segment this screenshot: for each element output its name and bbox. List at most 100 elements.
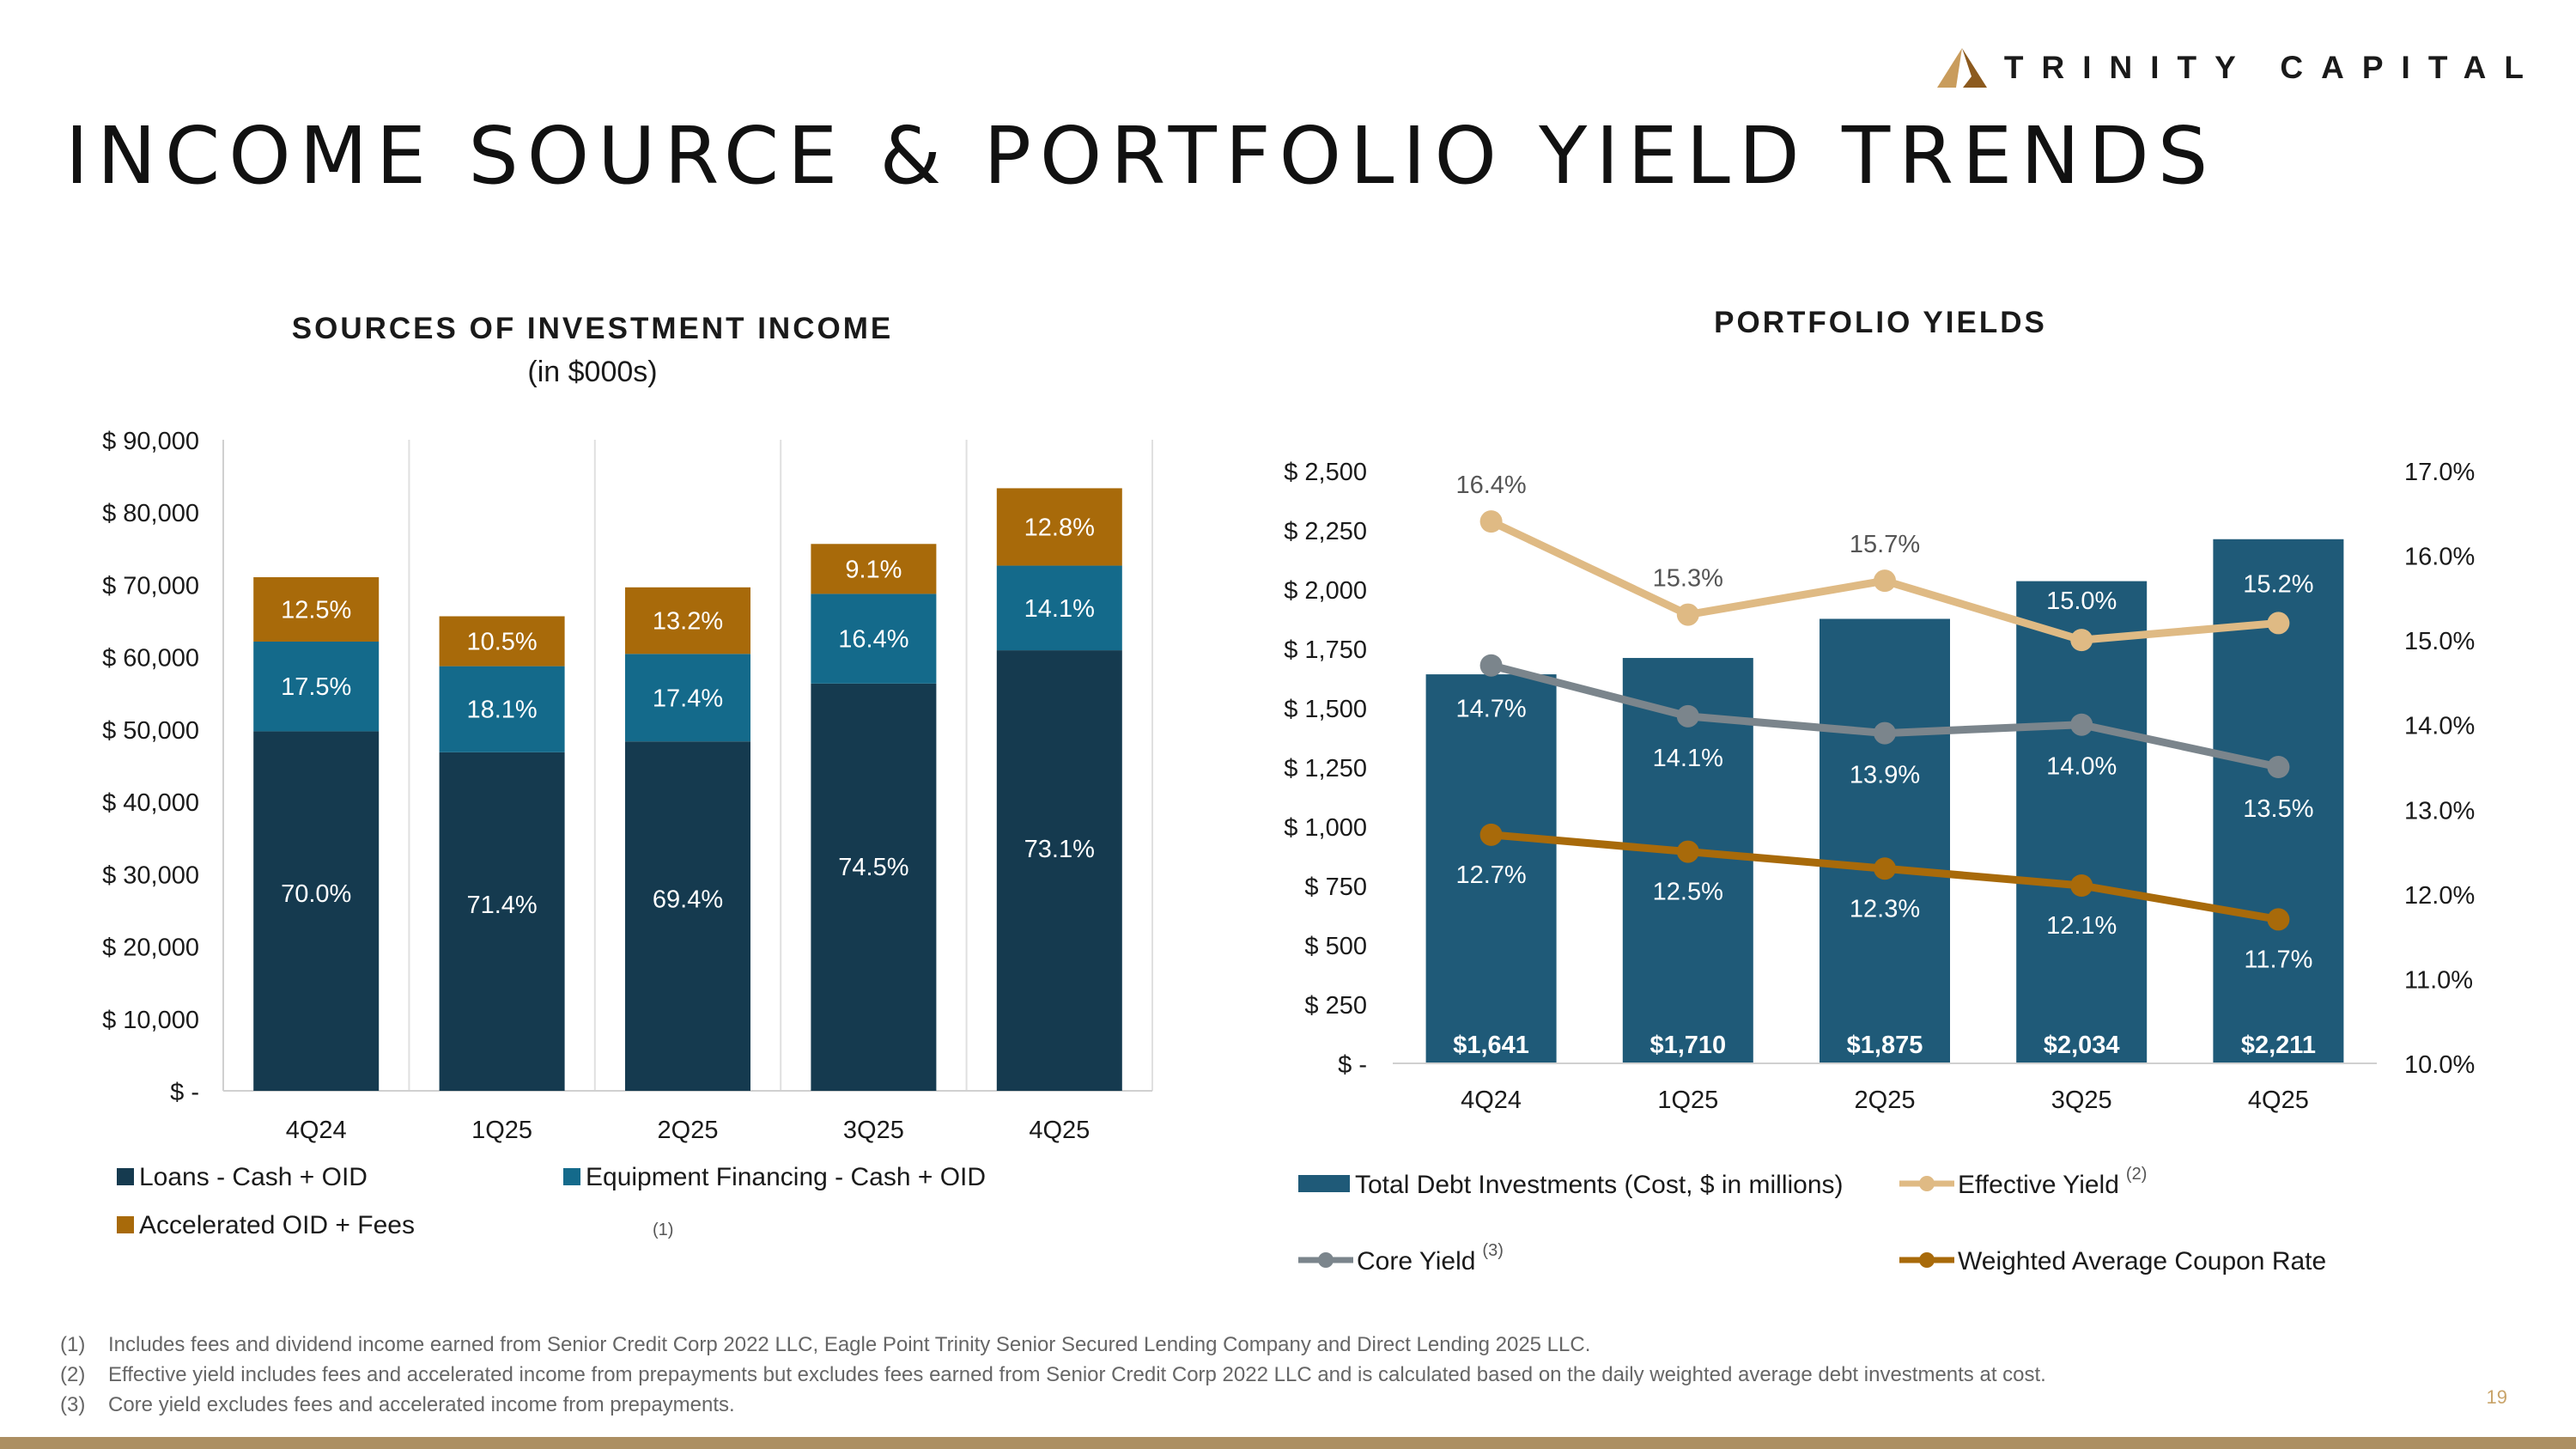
chart2-legend-swatch [1298,1175,1350,1192]
chart1-data-label: 17.4% [653,685,723,712]
chart2-effective-label: 15.2% [2243,570,2313,598]
chart1-bar-segment [811,594,937,684]
chart2-bar [1820,618,1950,1063]
chart2-legend-label: Core Yield [1357,1247,1475,1275]
chart2-coupon-point [2070,874,2093,897]
logo-triangle-icon [1936,48,1987,88]
chart2-y2-tick-label: 11.0% [2404,966,2473,994]
chart1-legend-label: Equipment Financing - Cash + OID [586,1163,986,1191]
chart1-legend-label: Accelerated OID + Fees [139,1211,415,1239]
chart2-core-point [1874,721,1896,745]
footnote-2: (2) Effective yield includes fees and ac… [60,1360,2046,1390]
chart2-y-tick-label: $ 750 [1304,874,1367,901]
chart2-coupon-point [1676,840,1699,863]
chart1-y-tick-label: $ 80,000 [102,500,199,527]
chart1-bar-segment [625,741,750,1091]
chart2-x-tick-label: 1Q25 [1657,1087,1718,1114]
chart2-core-point [1676,704,1699,728]
chart2-effective-point [1676,603,1699,626]
chart2-y2-tick-label: 12.0% [2404,882,2475,910]
chart1-x-tick-label: 4Q25 [1029,1117,1090,1144]
chart1-bar-segment [253,641,380,732]
chart2-bar-label: $1,710 [1649,1032,1726,1059]
chart1-data-label: 73.1% [1024,836,1095,863]
company-logo: TRINITY CAPITAL [1936,48,2542,88]
chart2-coupon-label: 11.7% [2244,946,2312,973]
chart2-title: PORTFOLIO YIELDS [1714,306,2047,339]
chart1-bar-segment [253,577,380,642]
footnote-1: (1) Includes fees and dividend income ea… [60,1330,2046,1360]
chart2-legend-label: Effective Yield [1958,1171,2119,1199]
chart1-data-label: 10.5% [466,629,537,656]
chart1-data-label: 13.2% [653,608,723,636]
chart2-effective-point [1874,569,1896,593]
chart1-data-label: 74.5% [838,854,908,881]
chart2-legend-note: (3) [1482,1241,1503,1260]
chart2-legend-note: (2) [2126,1165,2147,1184]
chart2-y-tick-label: $ 2,250 [1284,518,1367,545]
chart1-bar-segment [811,544,937,594]
chart1-y-tick-label: $ - [170,1079,199,1106]
logo-text: TRINITY CAPITAL [2003,50,2542,85]
chart2-effective-label: 15.3% [1653,565,1723,593]
chart1-legend-swatch [117,1168,134,1185]
chart1-bar-segment [996,650,1122,1091]
chart2-legend-label: Weighted Average Coupon Rate [1958,1247,2326,1275]
chart2-bar [1425,674,1557,1063]
chart1-data-label: 9.1% [845,556,902,583]
chart1-y-tick-label: $ 30,000 [102,861,199,889]
chart1-bar-segment [996,565,1122,651]
chart2-coupon-point [1874,857,1896,880]
chart2-y-tick-label: $ 1,250 [1284,755,1367,782]
chart2-core-point [2070,713,2093,736]
chart2-core-point [2267,756,2290,778]
chart1-data-label: 69.4% [653,886,723,913]
chart1-title: SOURCES OF INVESTMENT INCOME [292,312,893,345]
chart2-y2-tick-label: 10.0% [2404,1051,2475,1079]
chart1-x-tick-label: 3Q25 [843,1117,904,1144]
chart2-y2-tick-label: 17.0% [2404,459,2475,486]
chart1-data-label: 14.1% [1024,595,1095,623]
chart1-data-label: 16.4% [838,626,908,654]
chart1-y-tick-label: $ 70,000 [102,572,199,600]
chart2-effective-label: 15.0% [2046,588,2117,615]
chart2-y-tick-label: $ - [1338,1051,1367,1079]
chart1-data-label: 17.5% [281,673,351,701]
chart2-y-tick-label: $ 1,750 [1284,636,1367,664]
chart1-legend-note: (1) [653,1221,673,1239]
chart1-x-tick-label: 2Q25 [658,1117,719,1144]
chart1-legend-swatch [563,1168,580,1185]
chart2-y-tick-label: $ 1,000 [1284,814,1367,842]
chart1-data-label: 18.1% [466,697,537,724]
chart2-legend-marker [1919,1252,1935,1268]
chart2-y2-tick-label: 16.0% [2404,544,2475,571]
chart1-y-tick-label: $ 90,000 [102,428,199,455]
chart1-bar-segment [625,587,750,654]
chart1-y-tick-label: $ 50,000 [102,717,199,745]
chart2-core-label: 14.0% [2046,753,2117,781]
chart2-x-tick-label: 3Q25 [2051,1087,2112,1114]
chart2-effective-label: 16.4% [1455,472,1526,499]
chart2-y-tick-label: $ 500 [1304,933,1367,960]
footnote-number: (3) [60,1393,86,1416]
chart2-y-tick-label: $ 2,000 [1284,577,1367,605]
chart2-y2-tick-label: 13.0% [2404,797,2475,825]
chart2-y-tick-label: $ 250 [1304,992,1367,1020]
chart2-y2-tick-label: 15.0% [2404,628,2475,655]
chart2-core-point [1479,654,1503,677]
chart2-bar [2016,581,2148,1063]
chart2-effective-point [2267,612,2290,635]
chart2-coupon-label: 12.7% [1455,861,1526,889]
chart2-y2-tick-label: 14.0% [2404,713,2475,740]
chart2-legend-marker [1318,1252,1334,1268]
chart2-core-label: 14.1% [1653,745,1723,772]
chart1-legend-label: Loans - Cash + OID [139,1163,368,1191]
chart2-coupon-point [1479,823,1503,846]
footnote-text: Effective yield includes fees and accele… [108,1363,2046,1386]
chart2-x-tick-label: 4Q25 [2248,1087,2309,1114]
chart1-y-tick-label: $ 60,000 [102,645,199,673]
chart2-core-label: 13.5% [2243,795,2313,823]
chart1-data-label: 70.0% [281,880,351,908]
footnote-number: (2) [60,1363,86,1386]
chart1-bar-segment [439,666,565,752]
